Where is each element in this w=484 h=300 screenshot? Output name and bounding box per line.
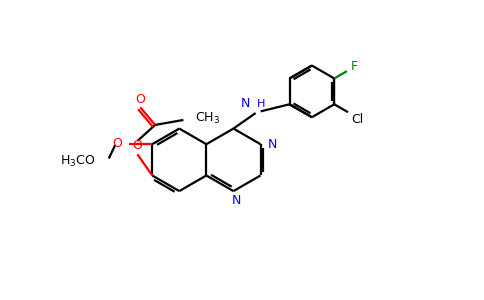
Text: Cl: Cl — [351, 113, 364, 126]
Text: O: O — [112, 137, 122, 150]
Text: N: N — [232, 194, 242, 207]
Text: N: N — [268, 138, 277, 151]
Text: F: F — [350, 60, 358, 73]
Text: H$_3$CO: H$_3$CO — [60, 154, 95, 169]
Text: CH$_3$: CH$_3$ — [195, 111, 220, 126]
Text: O: O — [136, 93, 145, 106]
Text: O: O — [133, 140, 142, 152]
Text: H: H — [257, 99, 265, 109]
Text: N: N — [241, 98, 250, 110]
